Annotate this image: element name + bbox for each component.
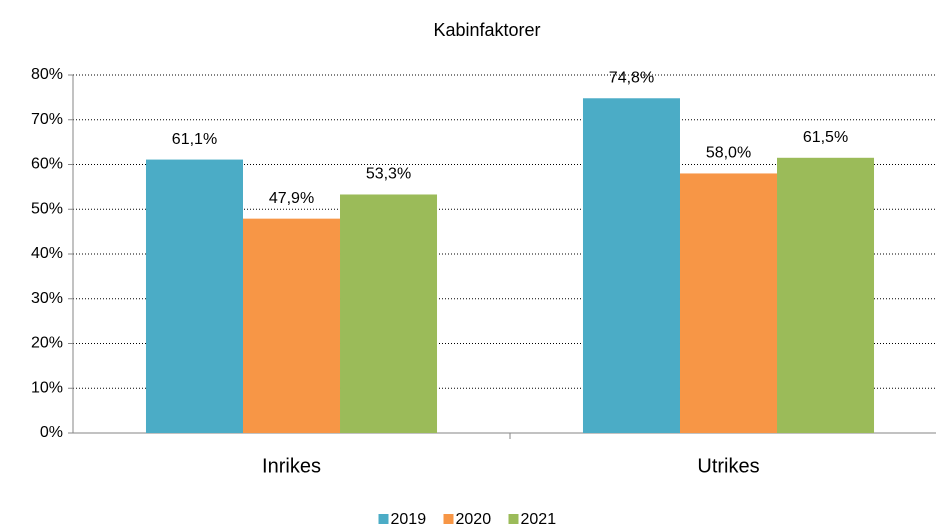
legend-swatch — [378, 514, 389, 524]
y-tick-label: 20% — [31, 335, 63, 352]
y-tick-label: 30% — [31, 290, 63, 307]
y-tick-label: 80% — [31, 66, 63, 83]
chart-title: Kabinfaktorer — [433, 20, 540, 40]
y-tick-label: 40% — [31, 245, 63, 262]
x-tick-label: Inrikes — [262, 455, 321, 477]
value-label: 74,8% — [609, 69, 654, 86]
y-tick-label: 50% — [31, 200, 63, 217]
legend-label: 2021 — [521, 511, 557, 528]
legend-label: 2019 — [391, 511, 427, 528]
legend-swatch — [508, 514, 519, 524]
y-tick-label: 60% — [31, 156, 63, 173]
bar — [582, 98, 680, 434]
value-label: 61,5% — [803, 129, 848, 146]
bar — [340, 194, 438, 433]
y-tick-label: 70% — [31, 111, 63, 128]
x-tick-label: Utrikes — [697, 455, 759, 477]
y-tick-label: 10% — [31, 379, 63, 396]
value-label: 61,1% — [172, 131, 217, 148]
bar — [679, 173, 778, 433]
bar — [145, 159, 243, 433]
legend-label: 2020 — [456, 511, 492, 528]
value-label: 47,9% — [269, 190, 314, 207]
y-tick-label: 0% — [40, 424, 63, 441]
value-label: 58,0% — [706, 145, 751, 162]
value-label: 53,3% — [366, 166, 411, 183]
bar — [242, 218, 341, 433]
legend-swatch — [443, 514, 454, 524]
bar — [777, 157, 875, 433]
